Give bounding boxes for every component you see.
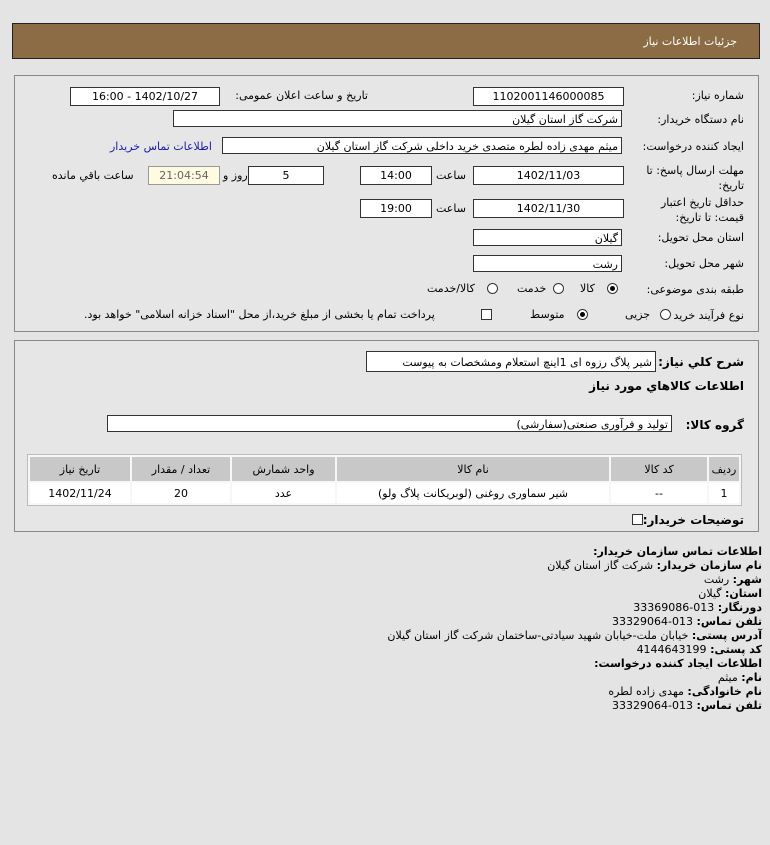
col-row: ردیف: [709, 457, 739, 481]
cell-date: 1402/11/24: [30, 483, 130, 503]
city-label: شهر:: [732, 573, 762, 586]
goods-table: ردیف کد کالا نام کالا واحد شمارش تعداد /…: [27, 454, 742, 506]
col-code: کد کالا: [611, 457, 707, 481]
validity-label: حداقل تاریخ اعتبار قیمت: تا تاریخ:: [660, 196, 744, 224]
cell-row: 1: [709, 483, 739, 503]
announce-field: 1402/10/27 - 16:00: [70, 87, 220, 106]
desc-label: شرح كلي نياز:: [658, 355, 744, 369]
process-option-medium: متوسط: [530, 308, 565, 321]
category-radio-goods[interactable]: [607, 283, 618, 294]
remaining-label: ساعت باقي مانده: [52, 169, 134, 182]
table-row: 1 -- شیر سماوری روغنی (لوبریکانت پلاگ ول…: [30, 483, 739, 503]
remaining-timer: 21:04:54: [148, 166, 220, 185]
deadline-time-label: ساعت: [436, 169, 466, 182]
creator-field: میثم مهدی زاده لطره متصدی خرید داخلی شرک…: [222, 137, 622, 154]
need-number-label: شماره نیاز:: [691, 89, 744, 102]
city-value: رشت: [703, 573, 730, 586]
category-label: طبقه بندی موضوعی:: [646, 283, 744, 296]
province-field: گیلان: [473, 229, 622, 246]
buyer-org-label: نام دستگاه خریدار:: [657, 113, 744, 126]
validity-time-field: 19:00: [360, 199, 432, 218]
process-radio-minor[interactable]: [660, 309, 671, 320]
category-radio-both[interactable]: [487, 283, 498, 294]
notes-label: توضیحات خریدار:: [642, 513, 744, 527]
goods-heading: اطلاعات كالاهاي مورد نياز: [589, 379, 744, 393]
buyer-org-field: شرکت گاز استان گیلان: [173, 110, 622, 127]
category-radio-service[interactable]: [553, 283, 564, 294]
page-header: جزئیات اطلاعات نیاز: [12, 23, 760, 59]
deadline-label: مهلت ارسال پاسخ: تا تاریخ:: [646, 164, 744, 192]
desc-field: شیر پلاگ رزوه ای 1اینچ استعلام ومشخصات ب…: [366, 351, 656, 372]
contact-info: اطلاعات تماس سازمان خریدار: نام سازمان خ…: [387, 545, 762, 713]
col-date: تاریخ نیاز: [30, 457, 130, 481]
validity-time-label: ساعت: [436, 202, 466, 215]
col-qty: تعداد / مقدار: [132, 457, 230, 481]
group-field: تولید و فرآوری صنعتی(سفارشی): [107, 415, 672, 432]
payment-checkbox[interactable]: [481, 309, 492, 320]
cell-qty: 20: [132, 483, 230, 503]
family-label: نام خانوادگی:: [687, 685, 762, 698]
process-option-minor: جزیی: [625, 308, 651, 321]
category-option-service: خدمت: [517, 282, 547, 295]
cell-code: --: [611, 483, 707, 503]
buyer-contact-link[interactable]: اطلاعات تماس خریدار: [110, 140, 212, 153]
announce-label: تاریخ و ساعت اعلان عمومی:: [235, 89, 368, 102]
payment-note: پرداخت تمام یا بخشی از مبلغ خرید،از محل …: [84, 308, 435, 321]
phone-value: 013-33329064: [612, 615, 694, 628]
cell-name: شیر سماوری روغنی (لوبریکانت پلاگ ولو): [337, 483, 609, 503]
notes-checkbox[interactable]: [632, 514, 643, 525]
process-label: نوع فرآیند خرید :: [666, 309, 744, 322]
city-label: شهر محل تحویل:: [664, 257, 744, 270]
days-label: روز و: [223, 169, 248, 182]
process-radio-medium[interactable]: [577, 309, 588, 320]
contact-heading: اطلاعات تماس سازمان خریدار:: [593, 545, 762, 558]
postal-label: کد پستی:: [710, 643, 762, 656]
address-label: آدرس پستی:: [691, 629, 762, 642]
province-label: استان محل تحویل:: [657, 231, 744, 244]
name-label: نام:: [741, 671, 762, 684]
deadline-time-field: 14:00: [360, 166, 432, 185]
org-label: نام سازمان خریدار:: [656, 559, 762, 572]
col-unit: واحد شمارش: [232, 457, 335, 481]
fax-value: 013-33369086: [633, 601, 715, 614]
category-option-both: کالا/خدمت: [427, 282, 475, 295]
validity-date-field: 1402/11/30: [473, 199, 624, 218]
family-value: مهدی زاده لطره: [608, 685, 684, 698]
address-value: خیابان ملت-خیابان شهید سیادتی-ساختمان شر…: [387, 629, 689, 642]
fax-label: دورنگار:: [717, 601, 762, 614]
cell-unit: عدد: [232, 483, 335, 503]
group-label: گروه کالا:: [685, 418, 744, 432]
city-field: رشت: [473, 255, 622, 272]
org-value: شرکت گاز استان گیلان: [547, 559, 654, 572]
creator-phone-value: 013-33329064: [612, 699, 694, 712]
col-name: نام کالا: [337, 457, 609, 481]
creator-heading: اطلاعات ایجاد کننده درخواست:: [594, 657, 762, 670]
province-value: گیلان: [698, 587, 722, 600]
creator-label: ایجاد کننده درخواست:: [642, 140, 744, 153]
table-header-row: ردیف کد کالا نام کالا واحد شمارش تعداد /…: [30, 457, 739, 481]
days-field: 5: [248, 166, 324, 185]
category-option-goods: کالا: [580, 282, 595, 295]
phone-label: تلفن تماس:: [696, 615, 762, 628]
deadline-date-field: 1402/11/03: [473, 166, 624, 185]
creator-phone-label: تلفن تماس:: [696, 699, 762, 712]
province-label: استان:: [725, 587, 762, 600]
need-number-field: 1102001146000085: [473, 87, 624, 106]
page-title: جزئیات اطلاعات نیاز: [643, 35, 737, 48]
name-value: میثم: [717, 671, 738, 684]
postal-value: 4144643199: [636, 643, 707, 656]
